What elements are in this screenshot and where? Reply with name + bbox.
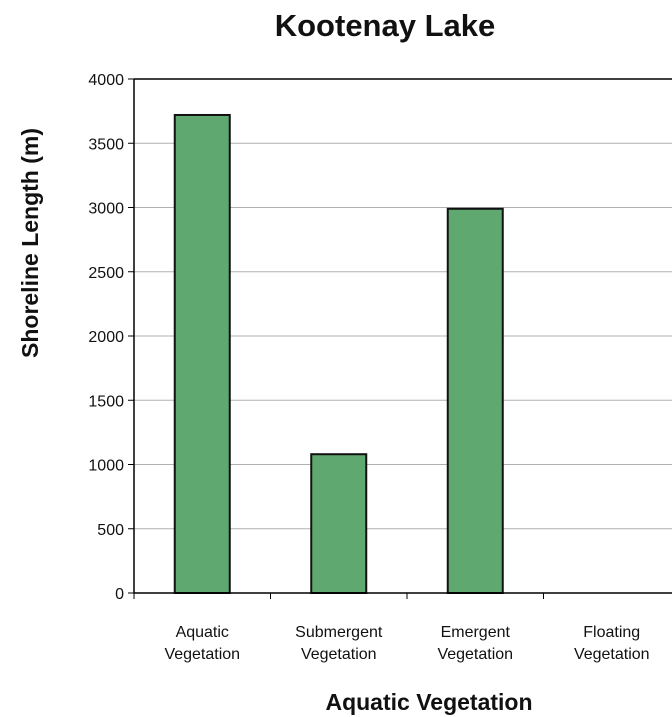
y-tick-label: 2000 — [88, 329, 124, 346]
x-tick-labels: Aquatic Vegetation Submergent Vegetation Eme… — [164, 624, 649, 663]
y-tick-label: 500 — [97, 522, 124, 539]
bar — [446, 207, 504, 594]
y-axis-title: Shoreline Length (m) — [17, 128, 43, 358]
y-tick-labels: 0 500 1000 1500 2000 2500 3000 3500 4000 — [88, 72, 124, 603]
y-tick-label: 0 — [115, 586, 124, 603]
y-tick-label: 2500 — [88, 265, 124, 282]
y-tick-label: 1500 — [88, 393, 124, 410]
chart-title: Kootenay Lake — [275, 8, 496, 43]
y-tick-label: 3000 — [88, 201, 124, 218]
x-axis-title: Aquatic Vegetation — [325, 689, 532, 715]
bars — [173, 113, 504, 594]
x-tick-label: Emergent Vegetation — [437, 624, 513, 663]
y-tick-label: 4000 — [88, 72, 124, 89]
bar — [173, 113, 231, 594]
y-tick-label: 3500 — [88, 136, 124, 153]
x-tick-label: Submergent Vegetation — [295, 624, 383, 663]
bar — [310, 453, 368, 594]
x-tick-label: Floating Vegetation — [574, 624, 650, 663]
y-tick-label: 1000 — [88, 458, 124, 475]
axes — [128, 78, 672, 599]
x-tick-label: Aquatic Vegetation — [164, 624, 240, 663]
